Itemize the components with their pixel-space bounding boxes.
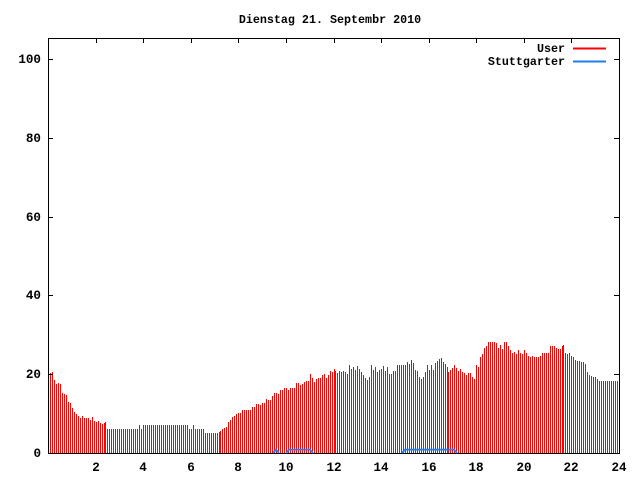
svg-text:60: 60 (26, 211, 41, 225)
svg-text:10: 10 (278, 461, 293, 475)
svg-text:2: 2 (92, 461, 100, 475)
svg-text:12: 12 (326, 461, 341, 475)
svg-text:20: 20 (26, 368, 41, 382)
svg-text:4: 4 (139, 461, 147, 475)
svg-text:22: 22 (563, 461, 578, 475)
svg-text:16: 16 (421, 461, 436, 475)
svg-text:Dienstag 21. Septembr 2010: Dienstag 21. Septembr 2010 (239, 13, 421, 27)
svg-text:6: 6 (187, 461, 195, 475)
svg-text:80: 80 (26, 132, 41, 146)
svg-text:18: 18 (468, 461, 483, 475)
svg-text:User: User (537, 42, 565, 56)
svg-text:100: 100 (18, 53, 41, 67)
svg-text:20: 20 (516, 461, 531, 475)
svg-text:24: 24 (611, 461, 627, 475)
svg-text:40: 40 (26, 289, 41, 303)
svg-text:Stuttgarter: Stuttgarter (488, 55, 565, 69)
svg-text:8: 8 (234, 461, 242, 475)
svg-text:0: 0 (33, 447, 41, 461)
svg-text:14: 14 (373, 461, 389, 475)
